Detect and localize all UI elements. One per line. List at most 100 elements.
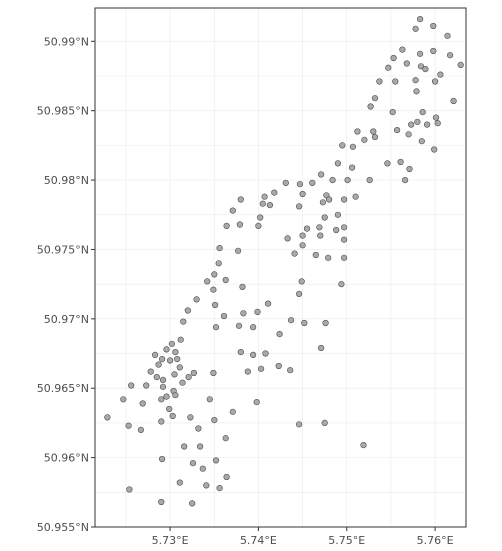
data-point-85: [325, 254, 332, 261]
y-tick-label: 50.975°N: [37, 243, 89, 256]
data-point-57: [266, 202, 274, 209]
data-point-115: [237, 349, 244, 356]
data-point-150: [169, 412, 176, 420]
data-point-38: [418, 138, 425, 145]
data-point-99: [184, 307, 191, 314]
data-point-114: [172, 349, 179, 356]
data-point-56: [259, 200, 266, 207]
data-point-123: [155, 361, 162, 368]
y-tick-label: 50.99°N: [44, 35, 89, 48]
data-point-122: [174, 356, 181, 363]
data-point-63: [296, 203, 303, 210]
data-point-151: [104, 414, 111, 421]
data-point-148: [166, 405, 173, 413]
data-point-132: [171, 371, 178, 378]
data-point-35: [339, 142, 346, 149]
data-point-49: [309, 179, 316, 186]
data-point-30: [370, 128, 377, 135]
y-tick-label: 50.985°N: [37, 105, 89, 118]
data-point-54: [271, 189, 278, 196]
data-point-36: [349, 143, 357, 150]
data-point-23: [389, 108, 396, 116]
data-point-66: [257, 214, 264, 221]
data-point-1: [412, 25, 419, 32]
data-point-20: [371, 95, 379, 102]
data-point-39: [431, 146, 438, 153]
data-point-164: [159, 455, 166, 463]
data-point-165: [189, 460, 197, 467]
data-point-12: [417, 63, 425, 70]
data-point-116: [250, 351, 257, 359]
data-point-93: [239, 283, 246, 291]
data-point-170: [203, 482, 210, 489]
data-point-108: [212, 324, 220, 331]
data-point-86: [341, 254, 348, 261]
data-point-4: [399, 46, 406, 53]
data-point-98: [212, 301, 219, 309]
y-tick-label: 50.965°N: [37, 382, 89, 395]
data-point-95: [193, 296, 200, 303]
data-point-37: [361, 136, 368, 143]
data-point-135: [210, 369, 217, 377]
data-point-74: [333, 226, 340, 234]
data-point-16: [376, 78, 383, 85]
data-point-27: [414, 118, 421, 125]
data-point-69: [236, 221, 243, 228]
data-point-8: [457, 61, 464, 69]
data-point-11: [403, 60, 410, 67]
data-point-107: [235, 322, 243, 329]
data-point-167: [199, 465, 206, 472]
data-point-80: [216, 245, 223, 252]
data-point-127: [258, 365, 265, 372]
data-point-14: [437, 71, 444, 78]
data-point-19: [413, 88, 420, 95]
data-point-70: [223, 222, 230, 229]
data-point-92: [210, 286, 217, 293]
data-point-109: [250, 324, 257, 331]
x-tick-label: 5.75°E: [328, 534, 365, 547]
data-point-160: [222, 435, 229, 442]
data-point-41: [349, 164, 356, 171]
data-point-82: [235, 247, 242, 254]
data-point-149: [229, 408, 236, 415]
data-point-90: [222, 276, 229, 284]
data-point-112: [168, 340, 175, 347]
data-point-32: [371, 134, 379, 141]
data-point-106: [322, 319, 329, 327]
data-point-143: [158, 396, 165, 403]
data-point-128: [244, 368, 251, 375]
data-point-34: [405, 131, 412, 138]
data-point-45: [366, 177, 373, 184]
data-point-64: [319, 199, 327, 206]
x-tick-label: 5.74°E: [240, 534, 277, 547]
data-point-174: [189, 500, 196, 507]
data-point-105: [301, 319, 308, 327]
data-point-43: [384, 160, 391, 167]
data-point-33: [394, 127, 401, 134]
data-point-96: [265, 300, 272, 307]
data-point-6: [430, 47, 437, 55]
data-point-104: [288, 317, 295, 324]
data-point-79: [341, 236, 348, 243]
data-point-47: [344, 177, 351, 184]
data-point-152: [158, 418, 165, 425]
data-point-24: [419, 108, 426, 116]
data-point-5: [417, 50, 424, 57]
data-point-119: [318, 344, 325, 352]
y-tick-label: 50.98°N: [44, 174, 89, 187]
data-point-25: [432, 114, 440, 121]
data-point-147: [139, 400, 146, 407]
data-point-89: [204, 278, 211, 285]
data-point-60: [326, 196, 333, 203]
data-point-162: [181, 443, 188, 450]
data-point-88: [211, 271, 218, 278]
data-point-52: [402, 177, 409, 184]
data-point-138: [159, 383, 167, 390]
data-point-130: [147, 368, 154, 375]
data-point-169: [176, 479, 183, 486]
data-point-141: [163, 393, 170, 400]
data-point-7: [447, 52, 454, 59]
data-point-100: [220, 313, 228, 320]
data-point-51: [282, 179, 289, 186]
